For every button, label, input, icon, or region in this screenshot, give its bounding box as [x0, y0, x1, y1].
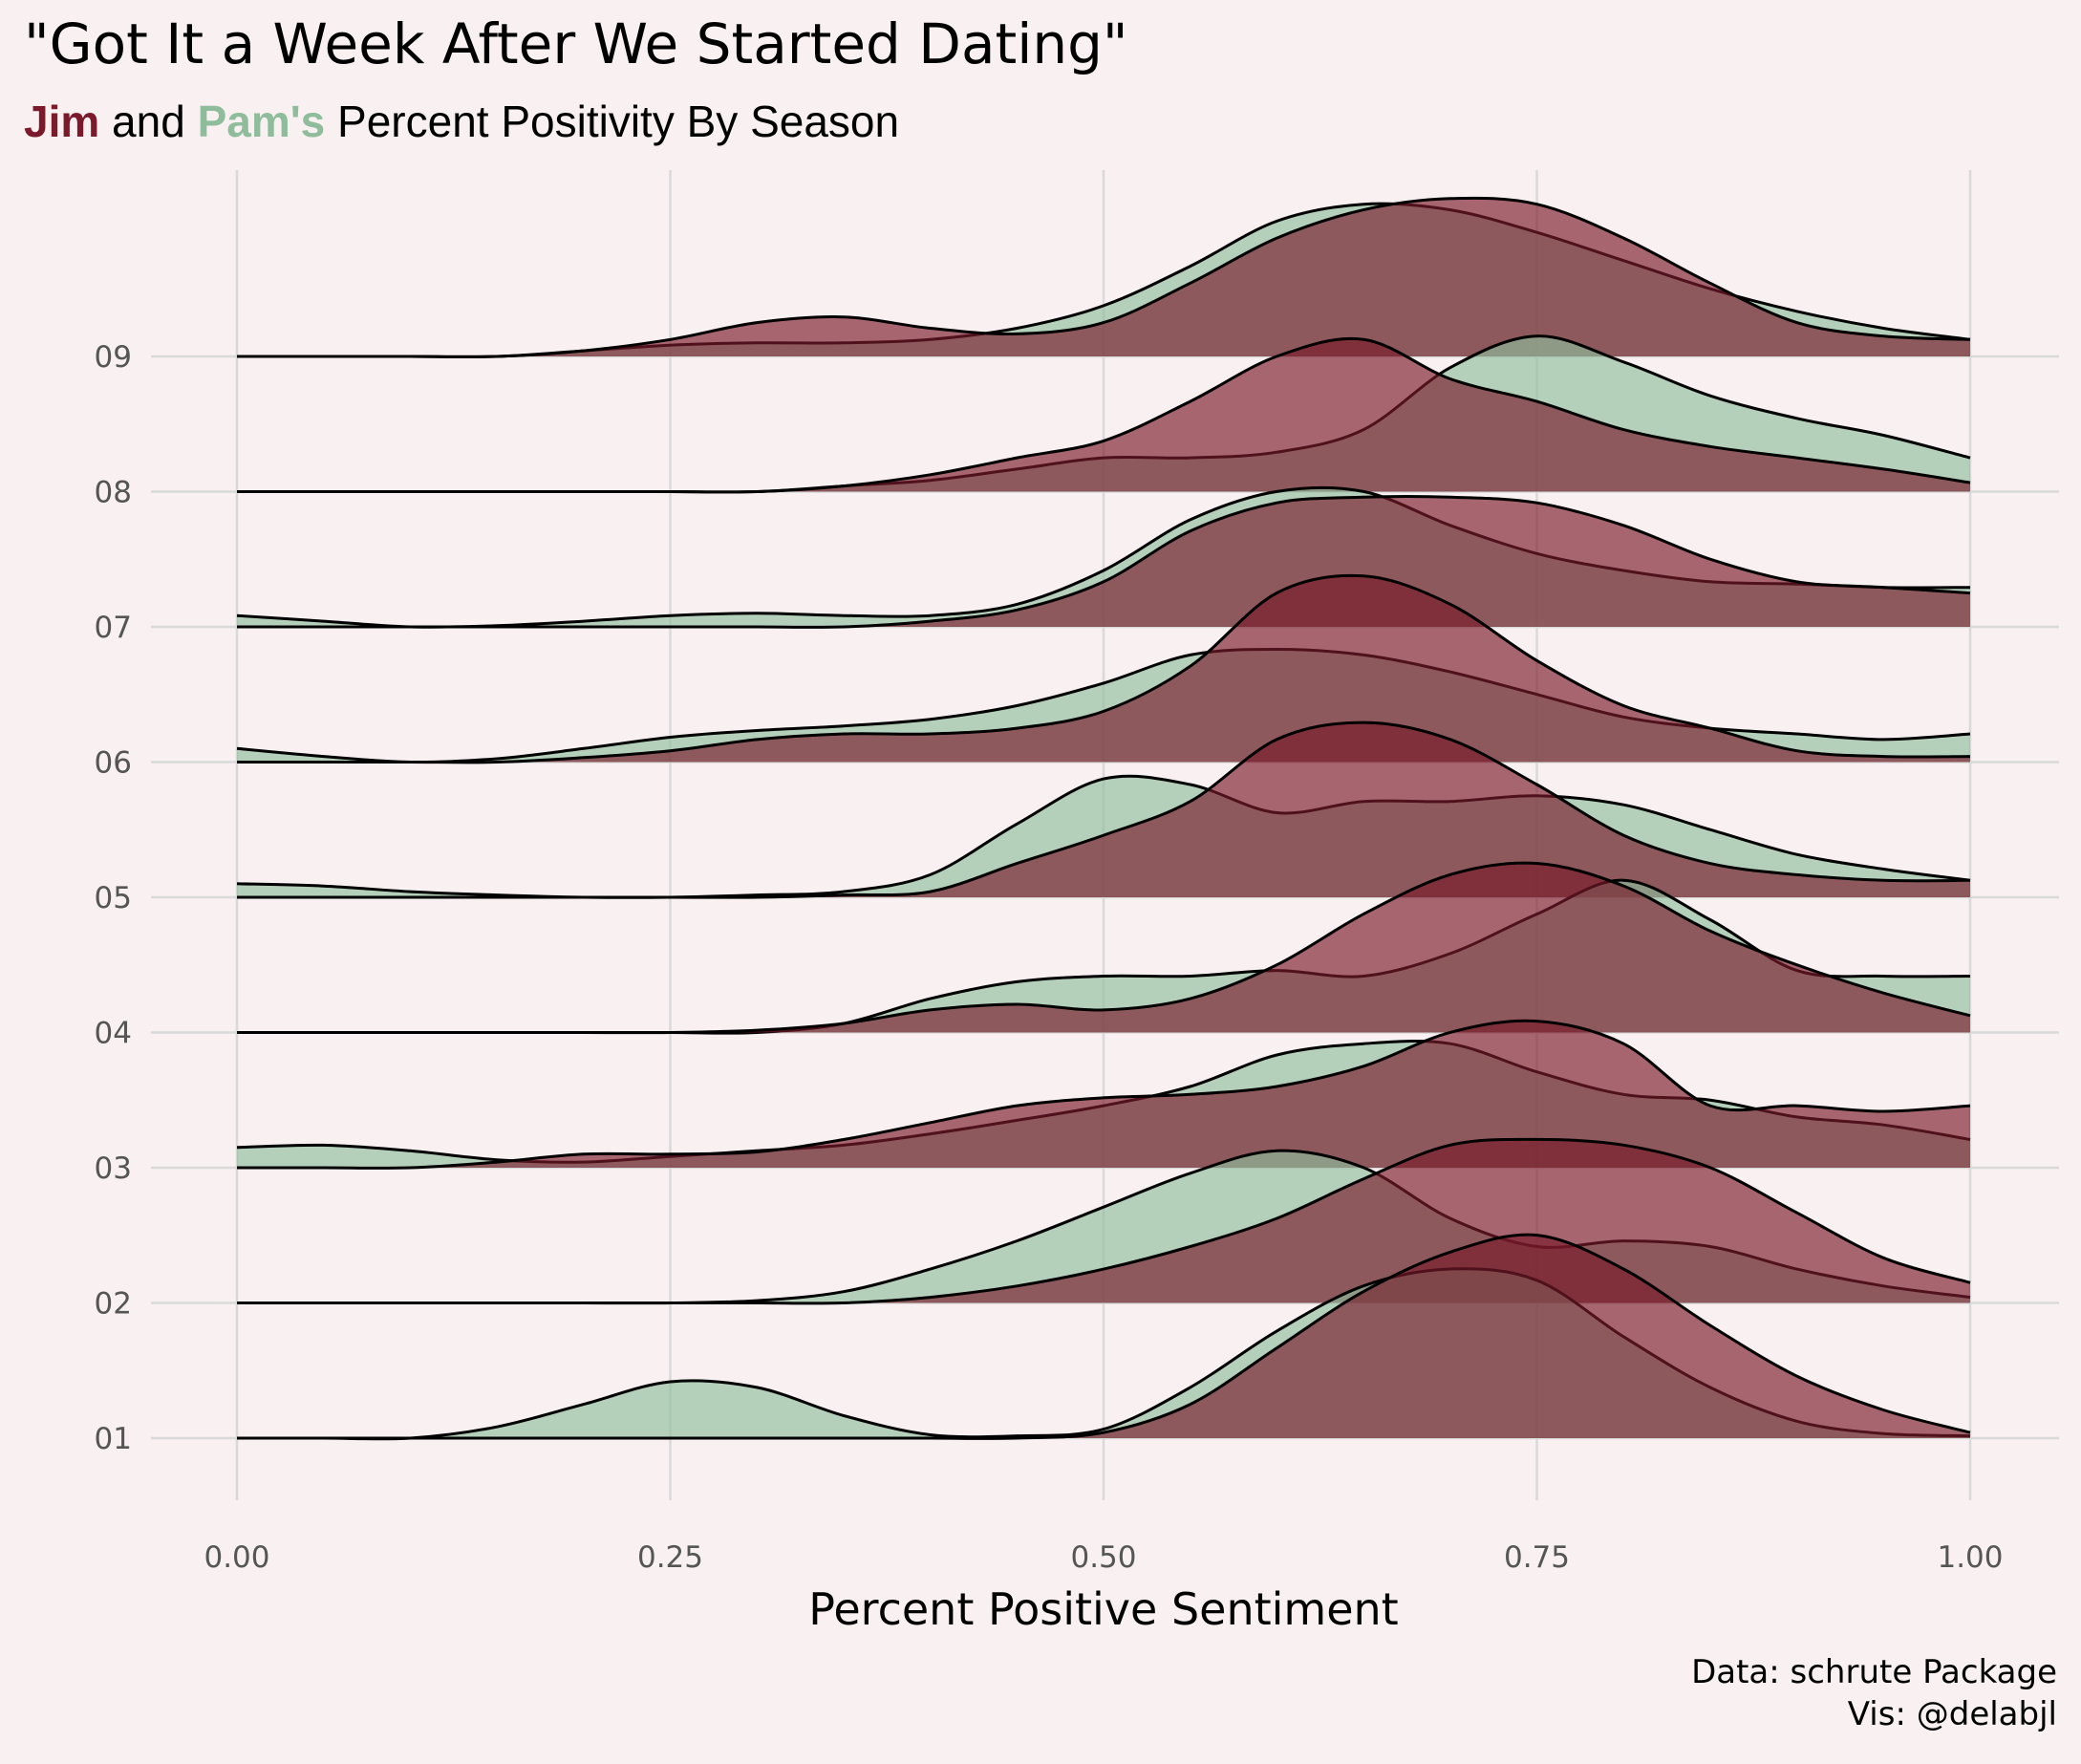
ridge-outline-jim-season-02 [236, 1137, 1971, 1305]
ridge-jim-season-08 [237, 338, 1970, 492]
y-tick-label: 08 [95, 476, 132, 510]
subtitle-rest: Percent Positivity By Season [325, 97, 900, 146]
ridge-outline-jim-season-09 [237, 196, 1971, 358]
ridge-outline-jim-season-04 [237, 861, 1971, 1035]
ridge-jim-season-01 [237, 1235, 1970, 1439]
x-tick-label: 0.00 [204, 1540, 269, 1575]
x-tick-label: 0.50 [1070, 1540, 1136, 1575]
x-tick-label: 0.25 [637, 1540, 703, 1575]
x-axis-title: Percent Positive Sentiment [808, 1583, 1398, 1635]
y-tick-label: 04 [95, 1017, 132, 1051]
ridge-outline-jim-season-08 [237, 336, 1971, 494]
ridge-jim-season-09 [237, 198, 1970, 357]
x-tick-label: 0.75 [1504, 1540, 1570, 1575]
y-tick-label: 07 [95, 611, 132, 645]
ridge-outline-jim-season-03 [237, 1019, 1971, 1170]
y-tick-label: 06 [95, 746, 132, 781]
axes: 0.00 0.25 0.50 0.75 1.00 01 02 03 04 05 06 07 08 09 Pe… [95, 340, 2004, 1635]
subtitle-jim: Jim [24, 97, 100, 146]
subtitle-pam: Pam's [197, 97, 326, 146]
ridge-outline-jim-season-06 [237, 573, 1971, 764]
ridge-outline-jim-season-05 [237, 721, 1971, 899]
caption-vis-credit: Vis: @delabjl [1847, 1695, 2057, 1733]
ridge-jim-season-04 [237, 863, 1970, 1033]
y-tick-label: 01 [95, 1422, 132, 1456]
y-tick-label: 05 [95, 881, 132, 915]
subtitle-and: and [99, 97, 198, 146]
ridge-outline-jim-season-07 [237, 495, 1971, 629]
ridge-jim-season-07 [237, 496, 1970, 628]
chart-subtitle: Jim and Pam's Percent Positivity By Seas… [24, 96, 899, 147]
density-ridges [236, 196, 1971, 1441]
chart-title: "Got It a Week After We Started Dating" [24, 11, 1128, 76]
ridge-jim-season-03 [237, 1021, 1970, 1169]
y-tick-label: 02 [95, 1287, 132, 1322]
caption-data-source: Data: schrute Package [1691, 1653, 2057, 1691]
caption: Data: schrute Package Vis: @delabjl [1691, 1651, 2057, 1735]
y-tick-label: 09 [95, 340, 132, 375]
ridge-jim-season-05 [237, 722, 1970, 898]
ridge-outline-jim-season-01 [237, 1233, 1971, 1440]
x-tick-label: 1.00 [1937, 1540, 2003, 1575]
ridge-jim-season-06 [237, 575, 1970, 763]
y-tick-label: 03 [95, 1151, 132, 1186]
